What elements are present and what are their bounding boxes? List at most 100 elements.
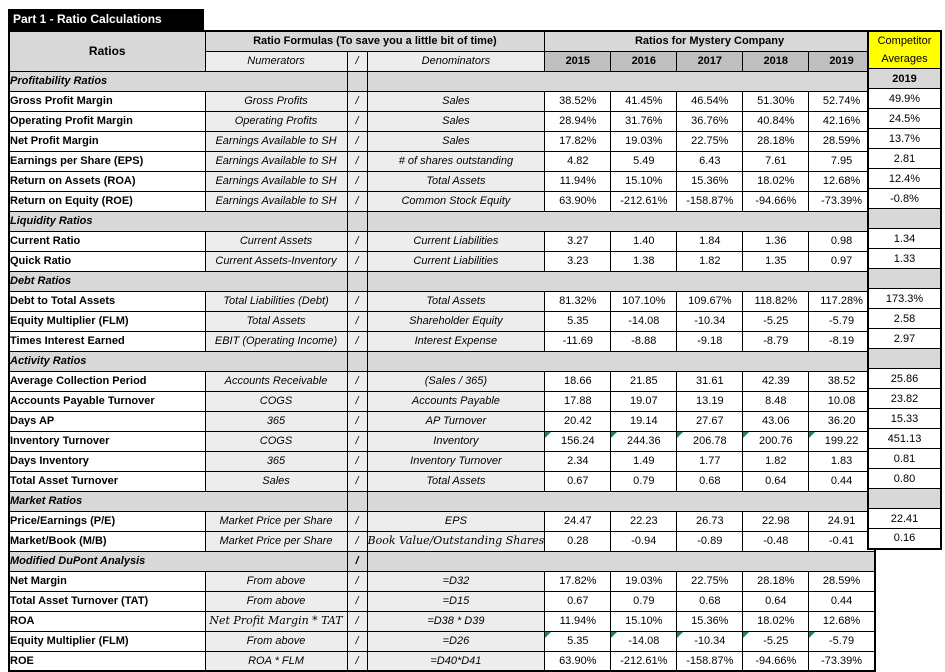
- value-cell[interactable]: 36.20: [808, 410, 876, 432]
- value-cell[interactable]: 28.59%: [808, 570, 876, 592]
- competitor-value-cell[interactable]: -0.8%: [867, 188, 942, 209]
- competitor-value-cell[interactable]: 0.80: [867, 468, 942, 489]
- competitor-value-cell[interactable]: 0.16: [867, 528, 942, 549]
- value-cell[interactable]: 17.82%: [544, 570, 612, 592]
- formula-slash-cell[interactable]: /: [346, 290, 368, 312]
- formula-numerator-cell[interactable]: Earnings Available to SH: [204, 150, 348, 172]
- ratio-name-cell[interactable]: Quick Ratio: [8, 250, 206, 272]
- value-cell[interactable]: 0.67: [544, 590, 612, 612]
- value-cell[interactable]: -9.18: [676, 330, 744, 352]
- formula-numerator-cell[interactable]: 365: [204, 450, 348, 472]
- value-cell[interactable]: 118.82%: [742, 290, 810, 312]
- value-cell[interactable]: 21.85: [610, 370, 678, 392]
- section-fill[interactable]: [366, 550, 876, 572]
- section-label[interactable]: Market Ratios: [8, 490, 348, 512]
- ratio-name-cell[interactable]: Net Profit Margin: [8, 130, 206, 152]
- value-cell[interactable]: 17.88: [544, 390, 612, 412]
- slash-header[interactable]: /: [346, 50, 368, 72]
- formula-numerator-cell[interactable]: Earnings Available to SH: [204, 170, 348, 192]
- value-cell[interactable]: 156.24: [544, 430, 612, 452]
- value-cell[interactable]: 1.84: [676, 230, 744, 252]
- value-cell[interactable]: 18.02%: [742, 610, 810, 632]
- ratio-name-cell[interactable]: Total Asset Turnover: [8, 470, 206, 492]
- value-cell[interactable]: -94.66%: [742, 650, 810, 672]
- competitor-value-cell[interactable]: 23.82: [867, 388, 942, 409]
- ratio-name-cell[interactable]: ROA: [8, 610, 206, 632]
- formula-slash-cell[interactable]: /: [346, 250, 368, 272]
- competitor-value-cell[interactable]: 451.13: [867, 428, 942, 449]
- value-cell[interactable]: 1.83: [808, 450, 876, 472]
- value-cell[interactable]: 8.48: [742, 390, 810, 412]
- formula-numerator-cell[interactable]: From above: [204, 570, 348, 592]
- year-header-2015[interactable]: 2015: [544, 50, 612, 72]
- formula-denominator-cell[interactable]: Accounts Payable: [366, 390, 546, 412]
- ratio-name-cell[interactable]: Average Collection Period: [8, 370, 206, 392]
- value-cell[interactable]: 36.76%: [676, 110, 744, 132]
- value-cell[interactable]: 46.54%: [676, 90, 744, 112]
- section-label[interactable]: Modified DuPont Analysis: [8, 550, 348, 572]
- value-cell[interactable]: 15.36%: [676, 610, 744, 632]
- formula-slash-cell[interactable]: /: [346, 190, 368, 212]
- formula-denominator-cell[interactable]: =D40*D41: [366, 650, 546, 672]
- formula-slash-cell[interactable]: /: [346, 430, 368, 452]
- formula-denominator-cell[interactable]: # of shares outstanding: [366, 150, 546, 172]
- ratio-name-cell[interactable]: Equity Multiplier (FLM): [8, 630, 206, 652]
- ratio-name-cell[interactable]: Accounts Payable Turnover: [8, 390, 206, 412]
- ratio-name-cell[interactable]: Inventory Turnover: [8, 430, 206, 452]
- formula-slash-cell[interactable]: /: [346, 610, 368, 632]
- value-cell[interactable]: 200.76: [742, 430, 810, 452]
- formula-slash-cell[interactable]: /: [346, 450, 368, 472]
- value-cell[interactable]: 17.82%: [544, 130, 612, 152]
- value-cell[interactable]: 11.94%: [544, 610, 612, 632]
- formula-denominator-cell[interactable]: Total Assets: [366, 170, 546, 192]
- value-cell[interactable]: 19.07: [610, 390, 678, 412]
- value-cell[interactable]: -14.08: [610, 310, 678, 332]
- year-header-2017[interactable]: 2017: [676, 50, 744, 72]
- value-cell[interactable]: 107.10%: [610, 290, 678, 312]
- formula-denominator-cell[interactable]: =D26: [366, 630, 546, 652]
- value-cell[interactable]: 1.35: [742, 250, 810, 272]
- formula-numerator-cell[interactable]: Market Price per Share: [204, 510, 348, 532]
- formula-denominator-cell[interactable]: AP Turnover: [366, 410, 546, 432]
- section-label[interactable]: Liquidity Ratios: [8, 210, 348, 232]
- value-cell[interactable]: 15.36%: [676, 170, 744, 192]
- formula-denominator-cell[interactable]: Book Value/Outstanding Shares: [366, 530, 546, 552]
- formula-slash-cell[interactable]: /: [346, 370, 368, 392]
- ratio-name-cell[interactable]: Total Asset Turnover (TAT): [8, 590, 206, 612]
- value-cell[interactable]: 0.67: [544, 470, 612, 492]
- ratio-name-cell[interactable]: Current Ratio: [8, 230, 206, 252]
- value-cell[interactable]: 19.03%: [610, 130, 678, 152]
- value-cell[interactable]: 43.06: [742, 410, 810, 432]
- formula-numerator-cell[interactable]: ROA * FLM: [204, 650, 348, 672]
- value-cell[interactable]: 52.74%: [808, 90, 876, 112]
- formula-denominator-cell[interactable]: =D15: [366, 590, 546, 612]
- formula-denominator-cell[interactable]: Total Assets: [366, 290, 546, 312]
- formula-numerator-cell[interactable]: Sales: [204, 470, 348, 492]
- ratio-name-cell[interactable]: Price/Earnings (P/E): [8, 510, 206, 532]
- formula-numerator-cell[interactable]: Accounts Receivable: [204, 370, 348, 392]
- value-cell[interactable]: -14.08: [610, 630, 678, 652]
- value-cell[interactable]: 38.52: [808, 370, 876, 392]
- formula-denominator-cell[interactable]: Inventory Turnover: [366, 450, 546, 472]
- competitor-value-cell[interactable]: 1.33: [867, 248, 942, 269]
- value-cell[interactable]: -0.48: [742, 530, 810, 552]
- value-cell[interactable]: 11.94%: [544, 170, 612, 192]
- value-cell[interactable]: -0.41: [808, 530, 876, 552]
- value-cell[interactable]: 7.61: [742, 150, 810, 172]
- value-cell[interactable]: -10.34: [676, 310, 744, 332]
- value-cell[interactable]: -11.69: [544, 330, 612, 352]
- value-cell[interactable]: 81.32%: [544, 290, 612, 312]
- section-label[interactable]: Debt Ratios: [8, 270, 348, 292]
- formula-denominator-cell[interactable]: =D32: [366, 570, 546, 592]
- value-cell[interactable]: 41.45%: [610, 90, 678, 112]
- value-cell[interactable]: 12.68%: [808, 170, 876, 192]
- value-cell[interactable]: -212.61%: [610, 190, 678, 212]
- value-cell[interactable]: 1.77: [676, 450, 744, 472]
- competitor-year-header[interactable]: 2019: [867, 68, 942, 89]
- ratio-name-cell[interactable]: Debt to Total Assets: [8, 290, 206, 312]
- value-cell[interactable]: 15.10%: [610, 170, 678, 192]
- formula-slash-cell[interactable]: /: [346, 390, 368, 412]
- value-cell[interactable]: 0.28: [544, 530, 612, 552]
- formula-numerator-cell[interactable]: 365: [204, 410, 348, 432]
- competitor-value-cell[interactable]: 49.9%: [867, 88, 942, 109]
